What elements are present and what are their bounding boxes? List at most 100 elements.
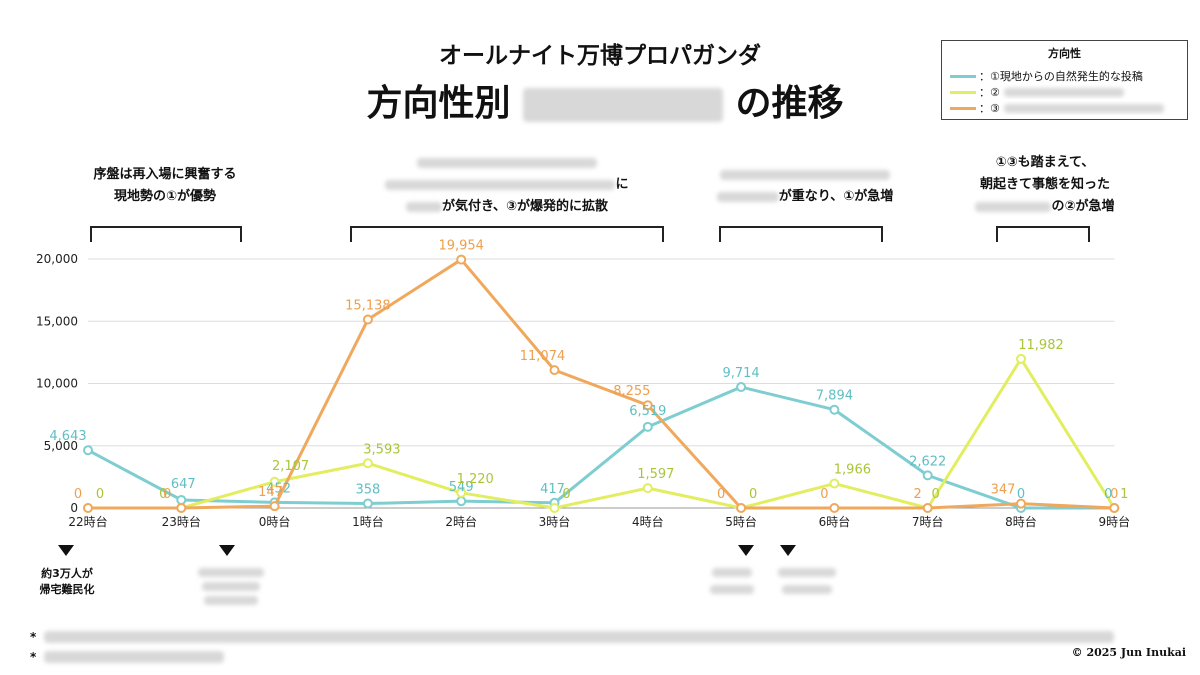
title-prefix: 方向性別 [366, 83, 511, 124]
data-point [362, 314, 373, 325]
annotation-surge-line-1 [690, 164, 920, 186]
y-axis-ticks: 0 5,000 10,000 15,000 20,000 [36, 252, 78, 515]
marker-triangle-1 [58, 545, 74, 556]
annotation-early-line-1: 序盤は再入場に興奮する [93, 167, 237, 182]
data-label: 2,107 [272, 459, 309, 474]
data-label: 452 [266, 481, 291, 496]
series-lines [83, 254, 1120, 513]
footnote-2: * [30, 650, 225, 664]
y-tick-label: 10,000 [36, 377, 78, 391]
legend-title: 方向性 [1048, 47, 1081, 60]
legend-label-3: ：③ [979, 102, 1000, 115]
data-label: 1 [1120, 487, 1128, 502]
legend: 方向性 ：①現地からの自然発生的な投稿 ：② ：③ [941, 40, 1188, 120]
data-label: 0 [562, 487, 570, 502]
chart-subtitle: オールナイト万博プロパガンダ [439, 43, 761, 69]
annotation-morning: ①③も踏まえて、 朝起きて事態を知った の②が急増 [940, 152, 1150, 218]
marker-triangle-3 [738, 545, 754, 556]
series-line-3 [88, 258, 1115, 510]
data-label: 0 [96, 487, 104, 502]
annotation-surge-text: が重なり、①が急増 [778, 189, 894, 204]
legend-label-1: ：①現地からの自然発生的な投稿 [979, 70, 1143, 83]
data-label: 417 [540, 482, 565, 497]
legend-swatch-1 [950, 74, 976, 78]
data-label: 0 [163, 487, 171, 502]
data-point [829, 404, 840, 415]
data-point [176, 503, 187, 513]
x-tick-label: 6時台 [819, 514, 851, 529]
x-tick-label: 5時台 [725, 514, 757, 529]
y-tick-label: 5,000 [44, 439, 78, 453]
annotation-spread-line-1 [350, 152, 664, 174]
data-label: 9,714 [722, 366, 759, 381]
data-point [922, 502, 933, 513]
data-point [269, 476, 280, 487]
data-point [829, 478, 840, 489]
annotation-morning-line-1: ①③も踏まえて、 [995, 155, 1095, 170]
x-tick-label: 2時台 [445, 514, 477, 529]
data-point [362, 498, 373, 509]
x-tick-label: 4時台 [632, 514, 664, 529]
data-label: 1,597 [637, 467, 674, 482]
data-point [456, 487, 467, 498]
bracket-morning [996, 226, 1090, 242]
legend-swatch-2 [950, 90, 976, 94]
data-label: 6,519 [629, 404, 666, 419]
x-axis-ticks: 22時台 23時台 0時台 1時台 2時台 3時台 4時台 5時台 6時台 7時台 8時台 9時台 [68, 514, 1130, 529]
x-tick-label: 1時台 [352, 514, 384, 529]
y-tick-label: 0 [70, 501, 78, 515]
note-stranded-line-1: 約3万人が [41, 567, 93, 580]
title-suffix: の推移 [735, 83, 844, 124]
note-redacted-2 [708, 566, 756, 602]
annotation-spread-line-3: が気付き、③が爆発的に拡散 [350, 196, 664, 218]
legend-item-3: ：③ [950, 101, 1185, 115]
data-label: 0 [932, 487, 940, 502]
data-point [362, 458, 373, 469]
redacted-legend-2 [1003, 87, 1124, 97]
legend-item-2: ：② [950, 85, 1185, 99]
annotation-morning-text: の②が急増 [1051, 199, 1115, 214]
annotation-surge-line-2: が重なり、①が急増 [690, 186, 920, 208]
data-label: 4,643 [49, 429, 86, 444]
data-label: 0 [159, 487, 167, 502]
data-label: 1,220 [457, 472, 494, 487]
bracket-surge [719, 226, 883, 242]
redacted-legend-3 [1003, 103, 1164, 113]
note-redacted-1 [195, 566, 267, 610]
data-labels: 4,643 647 452 358 549 417 6,519 9,714 7,894 2,622… [49, 239, 1128, 502]
data-point [642, 421, 653, 432]
data-label: 15,138 [345, 299, 391, 314]
note-stranded: 約3万人が 帰宅難民化 [22, 566, 112, 598]
data-point [642, 400, 653, 411]
y-tick-label: 15,000 [36, 314, 78, 328]
annotation-morning-line-2: 朝起きて事態を知った [979, 177, 1110, 192]
data-point [922, 470, 933, 481]
data-label: 147 [258, 485, 283, 500]
footnote-1-marker: * [30, 630, 37, 644]
annotation-spread-text: が気付き、③が爆発的に拡散 [441, 199, 609, 214]
data-point [1016, 353, 1026, 364]
data-label: 2 [914, 487, 922, 502]
x-tick-label: 8時台 [1005, 514, 1037, 529]
redacted-footnote-1 [44, 631, 1115, 643]
bracket-spread [350, 226, 664, 242]
data-point [642, 483, 653, 494]
annotation-early: 序盤は再入場に興奮する 現地勢の①が優勢 [60, 164, 270, 208]
annotation-spread-ni: に [615, 177, 629, 192]
annotation-spread-line-2: に [350, 174, 664, 196]
data-point [83, 503, 93, 513]
data-label: 347 [991, 483, 1016, 498]
data-label: 19,954 [438, 239, 484, 254]
legend-swatch-3 [950, 106, 976, 110]
x-tick-label: 9時台 [1098, 514, 1130, 529]
copyright: © 2025 Jun Inukai [1071, 646, 1186, 659]
data-point [829, 503, 840, 513]
gridlines [88, 258, 1115, 509]
data-label: 0 [717, 487, 725, 502]
data-label: 358 [355, 483, 380, 498]
chart-title: 方向性別 の推移 [345, 74, 865, 126]
y-tick-label: 20,000 [36, 252, 78, 266]
marker-triangle-4 [780, 545, 796, 556]
